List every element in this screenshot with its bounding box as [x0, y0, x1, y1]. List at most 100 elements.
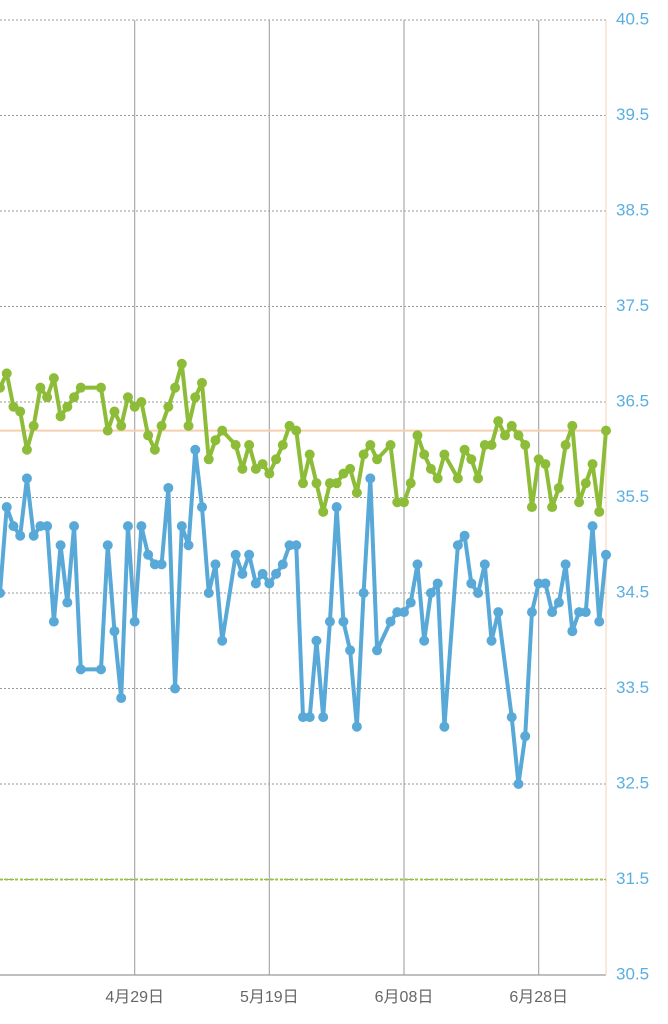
data-point: [237, 568, 248, 579]
data-point: [96, 664, 106, 675]
data-point: [35, 382, 46, 393]
y-tick-label: 36.5: [616, 391, 649, 410]
data-point: [15, 406, 26, 417]
data-point: [425, 588, 436, 598]
data-point: [399, 497, 409, 508]
data-point: [580, 607, 591, 618]
data-point: [257, 459, 268, 470]
data-point: [318, 506, 329, 517]
data-point: [601, 549, 611, 560]
data-point: [210, 435, 221, 446]
data-point: [264, 578, 275, 589]
data-point: [500, 430, 510, 441]
data-point: [324, 616, 335, 627]
data-point: [28, 420, 39, 431]
data-point: [230, 549, 241, 560]
data-point: [149, 444, 160, 455]
data-point: [298, 478, 308, 489]
data-point: [136, 397, 147, 407]
data-point: [21, 473, 32, 484]
data-point: [197, 502, 207, 513]
data-point: [102, 540, 113, 551]
data-point: [547, 502, 558, 513]
data-point: [318, 712, 329, 723]
data-point: [42, 392, 53, 403]
data-point: [412, 430, 423, 441]
y-tick-label: 40.5: [616, 9, 649, 28]
data-point: [75, 664, 86, 675]
data-point: [55, 411, 66, 422]
data-point: [405, 597, 416, 608]
y-tick-label: 38.5: [616, 200, 649, 219]
data-point: [48, 616, 59, 627]
data-point: [170, 382, 181, 393]
data-point: [102, 425, 113, 436]
data-point: [567, 420, 578, 431]
data-point: [345, 463, 356, 474]
data-point: [419, 635, 430, 646]
data-point: [15, 530, 26, 541]
data-point: [432, 473, 443, 484]
data-point: [96, 382, 106, 393]
data-point: [250, 578, 261, 589]
data-point: [190, 392, 201, 403]
data-point: [122, 521, 133, 532]
data-point: [439, 721, 450, 732]
data-point: [466, 578, 477, 589]
data-point: [486, 439, 497, 450]
data-point: [513, 779, 524, 789]
data-point: [358, 588, 369, 598]
data-point: [42, 521, 53, 532]
data-point: [553, 482, 564, 493]
data-point: [540, 578, 551, 589]
data-point: [547, 607, 558, 618]
series: [0, 444, 611, 789]
data-point: [338, 616, 349, 627]
data-point: [520, 439, 531, 450]
data-point: [399, 607, 409, 618]
data-point: [277, 559, 288, 570]
data-point: [486, 635, 497, 646]
data-point: [163, 482, 174, 493]
data-point: [459, 444, 470, 455]
data-point: [526, 502, 537, 513]
y-tick-label: 33.5: [616, 678, 649, 697]
data-point: [473, 473, 484, 484]
data-point: [69, 392, 80, 403]
data-point: [203, 454, 214, 465]
data-point: [405, 478, 416, 489]
data-point: [473, 588, 484, 598]
data-point: [176, 521, 187, 532]
data-point: [304, 449, 315, 460]
data-point: [506, 420, 517, 431]
data-point: [425, 463, 436, 474]
data-point: [520, 731, 531, 742]
data-point: [439, 449, 450, 460]
data-point: [587, 521, 598, 532]
series: [0, 358, 611, 517]
data-point: [1, 368, 12, 379]
data-point: [62, 401, 73, 412]
data-point: [163, 401, 174, 412]
data-point: [264, 468, 275, 479]
data-point: [203, 588, 214, 598]
data-point: [358, 449, 369, 460]
y-tick-label: 31.5: [616, 869, 649, 888]
data-point: [230, 439, 241, 450]
data-point: [594, 506, 605, 517]
data-point: [365, 473, 376, 484]
data-point: [109, 626, 120, 637]
data-point: [372, 645, 383, 656]
series-line: [0, 447, 608, 786]
y-tick-label: 35.5: [616, 487, 649, 506]
data-point: [129, 616, 140, 627]
data-point: [257, 568, 268, 579]
x-tick-label: 4月29日: [105, 989, 164, 1006]
data-point: [143, 430, 154, 441]
data-point: [432, 578, 443, 589]
data-point: [143, 549, 154, 560]
x-tick-label: 5月19日: [240, 989, 299, 1006]
data-point: [116, 420, 127, 431]
data-point: [62, 597, 73, 608]
